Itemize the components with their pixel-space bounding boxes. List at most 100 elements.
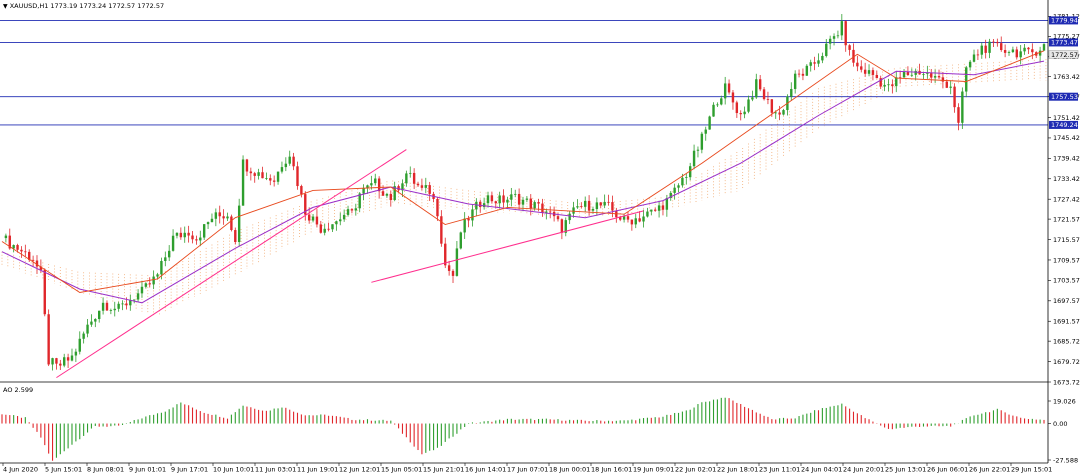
candle <box>358 193 361 209</box>
collapse-triangle-icon[interactable]: ▼ <box>3 3 8 10</box>
time-tick-label: 18 Jun 00:01 <box>549 466 590 474</box>
candle <box>805 65 809 76</box>
time-tick-label: 11 Jun 03:01 <box>255 466 296 474</box>
candle <box>541 203 544 213</box>
candle <box>533 202 536 209</box>
candle <box>24 251 27 253</box>
candle <box>249 171 253 174</box>
candle <box>276 171 280 182</box>
price-tick-label: 1697.57 <box>1053 297 1080 305</box>
candle <box>261 172 264 179</box>
candle <box>393 186 396 201</box>
candle <box>8 235 11 249</box>
candle <box>257 172 260 176</box>
candle <box>766 99 770 100</box>
candle <box>887 84 890 86</box>
candle <box>82 333 85 339</box>
candle <box>1019 51 1022 58</box>
candle <box>630 219 634 225</box>
candle <box>346 209 350 215</box>
candle <box>681 177 684 186</box>
candle <box>195 239 198 241</box>
price-tick-label: 1715.57 <box>1053 236 1080 244</box>
level-tag[interactable] <box>1049 16 1078 25</box>
time-tick-label: 9 Jun 01:01 <box>129 466 166 474</box>
candle <box>758 79 762 90</box>
candle <box>94 319 97 322</box>
candle <box>739 113 742 115</box>
candle <box>300 186 303 195</box>
time-tick-label: 10 Jun 10:01 <box>213 466 254 474</box>
candle <box>537 202 540 204</box>
candle <box>447 265 451 271</box>
candle <box>288 156 291 164</box>
candle <box>891 84 894 87</box>
candle <box>875 74 879 79</box>
candle <box>191 235 194 240</box>
candle <box>125 303 128 306</box>
candle <box>930 73 933 78</box>
price-tick-label: 1745.42 <box>1053 134 1080 142</box>
time-tick-label: 26 Jun 22:01 <box>969 466 1010 474</box>
price-tick-label: 1727.42 <box>1053 195 1080 203</box>
candle <box>723 83 727 99</box>
candle <box>183 232 186 238</box>
candle <box>906 71 910 76</box>
candle <box>751 97 754 100</box>
candle <box>669 192 672 198</box>
price-tick-label: 1685.72 <box>1053 337 1080 345</box>
candle <box>591 209 595 211</box>
candle <box>926 73 929 75</box>
candle <box>47 314 50 365</box>
candle <box>708 116 711 130</box>
candle <box>171 235 175 251</box>
candle <box>774 112 777 114</box>
candle <box>479 201 482 208</box>
candle <box>568 213 571 221</box>
candle <box>961 91 964 123</box>
candle <box>972 54 976 62</box>
candle <box>661 205 665 210</box>
candle <box>234 230 237 243</box>
candle <box>420 185 424 188</box>
candle <box>902 71 906 78</box>
candle <box>576 206 579 208</box>
time-tick-label: 19 Jun 09:01 <box>633 466 674 474</box>
candle <box>801 73 805 76</box>
candle <box>727 83 731 93</box>
candle <box>381 191 385 196</box>
candle <box>976 54 980 56</box>
candle <box>825 43 828 56</box>
candle <box>199 237 202 241</box>
price-tick-label: 1733.42 <box>1053 175 1080 183</box>
price-tick-label: 1775.27 <box>1053 33 1080 41</box>
candle <box>31 259 35 261</box>
trendline[interactable] <box>371 210 644 283</box>
candle <box>70 355 74 361</box>
candle <box>436 198 439 217</box>
candle <box>747 99 750 112</box>
price-tick-label: 1721.57 <box>1053 215 1080 223</box>
time-tick-label: 8 Jun 08:01 <box>87 466 124 474</box>
main-chart-area <box>0 14 1048 379</box>
level-tag-label: 1773.47 <box>1051 39 1078 47</box>
candle <box>1003 50 1007 53</box>
candle <box>595 202 599 210</box>
trendline[interactable] <box>56 149 407 379</box>
candle <box>821 55 824 61</box>
candle <box>498 195 501 204</box>
candle <box>490 195 494 202</box>
level-tag[interactable] <box>1049 120 1078 129</box>
candle <box>463 218 466 233</box>
price-tick-label: 1709.57 <box>1053 256 1080 264</box>
candle <box>1007 52 1011 53</box>
level-tag[interactable] <box>1049 92 1078 101</box>
time-tick-label: 25 Jun 13:01 <box>885 466 926 474</box>
candle <box>790 88 793 97</box>
level-tag[interactable] <box>1049 38 1078 47</box>
candle <box>1031 49 1034 53</box>
candle <box>152 276 155 285</box>
candle <box>444 243 447 266</box>
